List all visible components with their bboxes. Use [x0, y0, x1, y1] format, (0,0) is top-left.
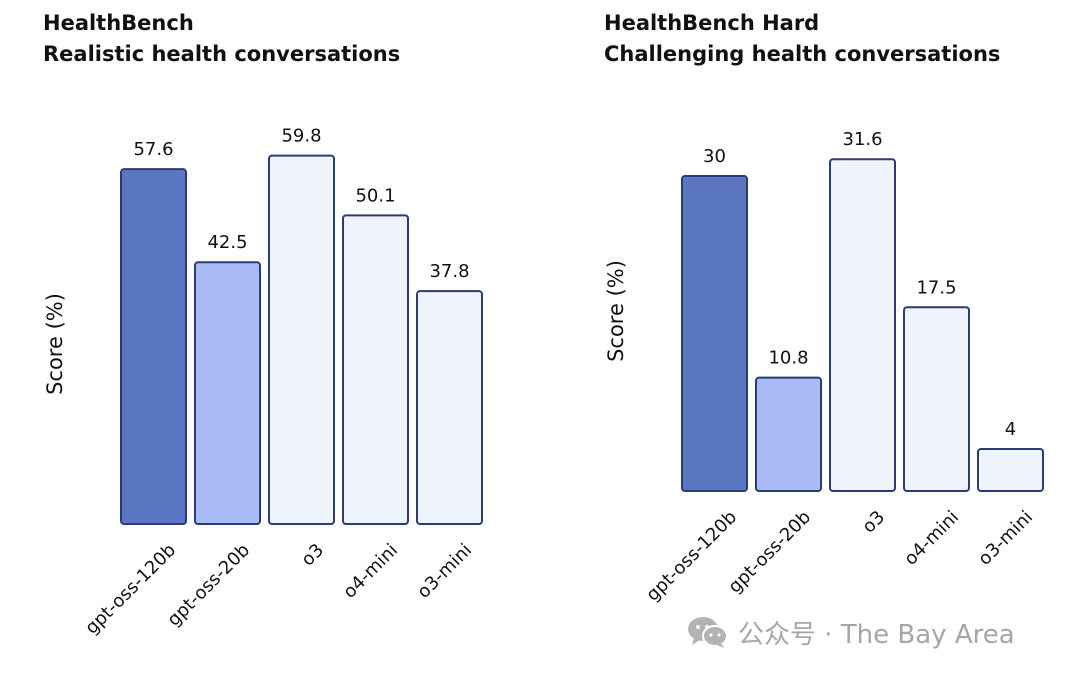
- y-axis-label: Score (%): [604, 260, 628, 362]
- watermark-text: 公众号 · The Bay Area: [738, 619, 1015, 650]
- bar: [342, 214, 409, 525]
- bar: [903, 306, 970, 492]
- chart-panel-healthbench-hard: HealthBench Hard Challenging health conv…: [540, 0, 1080, 674]
- data-label: 17.5: [916, 277, 956, 298]
- tick-label: o3-mini: [974, 507, 1037, 570]
- tick-label: o4-mini: [339, 540, 402, 603]
- data-label: 57.6: [133, 139, 173, 160]
- chart-2: 30gpt-oss-120b10.8gpt-oss-20b31.6o317.5o…: [604, 129, 1044, 606]
- wechat-icon: [688, 617, 728, 648]
- data-label: 31.6: [842, 129, 882, 150]
- tick-label: gpt-oss-120b: [81, 540, 180, 639]
- chart-panel-healthbench: HealthBench Realistic health conversatio…: [43, 8, 400, 70]
- bar: [681, 175, 748, 492]
- bar: [755, 376, 822, 493]
- bar: [194, 261, 261, 525]
- tick-label: o3: [858, 507, 889, 538]
- y-axis-label: Score (%): [43, 293, 67, 395]
- data-label: 10.8: [768, 348, 808, 369]
- chart-title: HealthBench Realistic health conversatio…: [43, 8, 400, 70]
- data-label: 59.8: [281, 126, 321, 147]
- chart-title: HealthBench Hard Challenging health conv…: [604, 8, 1000, 70]
- bar: [120, 168, 187, 526]
- chart-subtitle: Realistic health conversations: [43, 42, 401, 66]
- bar: [416, 290, 483, 526]
- bar: [977, 448, 1044, 492]
- data-label: 50.1: [355, 185, 395, 206]
- chart-title-main: HealthBench: [43, 11, 194, 35]
- chart-1: 57.6gpt-oss-120b42.5gpt-oss-20b59.8o350.…: [43, 126, 483, 639]
- chart-subtitle: Challenging health conversations: [604, 42, 1001, 66]
- data-label: 30: [703, 146, 726, 167]
- bar: [829, 158, 896, 492]
- tick-label: o3-mini: [413, 540, 476, 603]
- tick-label: o4-mini: [900, 507, 963, 570]
- tick-label: o3: [297, 540, 328, 571]
- data-label: 4: [1005, 419, 1016, 440]
- tick-label: gpt-oss-120b: [642, 507, 741, 606]
- bar: [268, 154, 335, 526]
- data-label: 37.8: [429, 261, 469, 282]
- watermark: 公众号 · The Bay Area: [686, 612, 1015, 652]
- data-label: 42.5: [207, 232, 247, 253]
- chart-title-main: HealthBench Hard: [604, 11, 820, 35]
